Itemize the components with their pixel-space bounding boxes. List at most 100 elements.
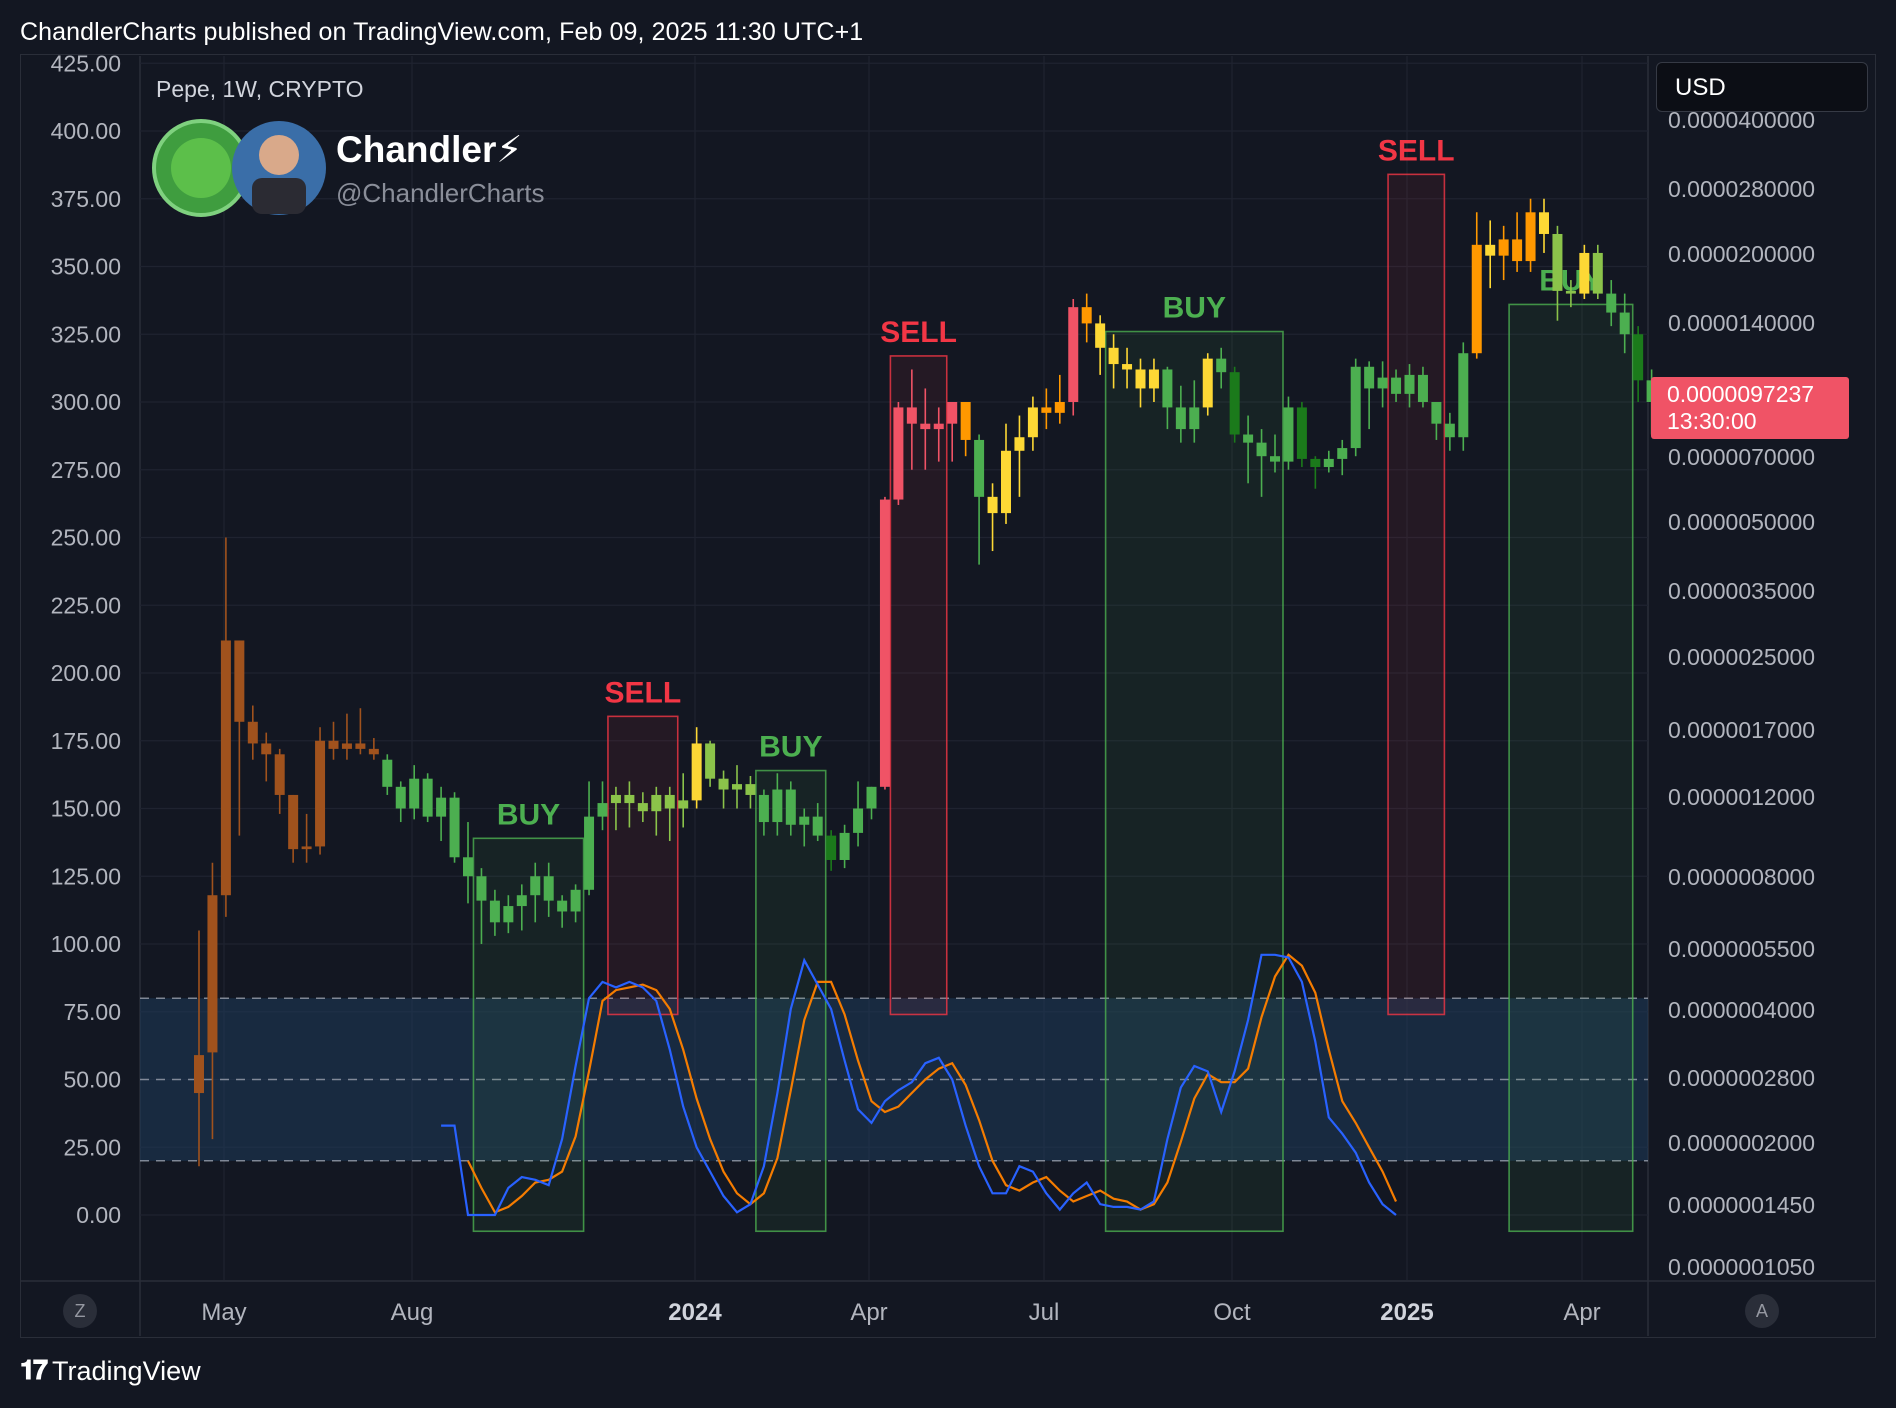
candle-body [1175, 407, 1186, 430]
candle-body [1579, 252, 1590, 294]
candle-body [651, 794, 662, 812]
candle-body [906, 407, 917, 424]
candle-body [1122, 364, 1133, 370]
candle-body [207, 895, 218, 1053]
time-axis-tick-label: Oct [1213, 1299, 1251, 1326]
right-axis-tick-label: 0.0000035000 [1668, 578, 1815, 604]
symbol-info: Pepe, 1W, CRYPTO [156, 76, 364, 102]
sell-signal-label: SELL [880, 316, 957, 349]
time-axis-tick-label: 2025 [1380, 1299, 1433, 1326]
author-handle: @ChandlerCharts [336, 178, 545, 208]
candle-body [288, 794, 299, 850]
buy-signal-box [1508, 303, 1634, 1233]
right-axis-tick-label: 0.0000008000 [1668, 864, 1815, 890]
right-axis-tick-label: 0.0000002000 [1668, 1130, 1815, 1156]
candle-body [1565, 290, 1576, 294]
candle-body [1619, 312, 1630, 335]
left-axis-tick-label: 300.00 [51, 389, 121, 415]
candle-body [543, 876, 554, 901]
right-axis-tick-label: 0.0000140000 [1668, 310, 1815, 336]
stoch-d-line [467, 953, 1398, 1214]
candle-body [261, 743, 272, 755]
candle-body [1001, 450, 1011, 514]
right-axis-tick-label: 0.0000070000 [1668, 444, 1815, 470]
footer-brand[interactable]: TradingView [52, 1355, 201, 1386]
candle-body [1364, 366, 1375, 389]
candle-body [637, 803, 648, 812]
candle-body [1444, 423, 1455, 438]
sell-signal-box [1387, 173, 1446, 1016]
candle-body [1377, 377, 1388, 389]
candle-body [516, 895, 527, 907]
profile-suit-icon [252, 178, 306, 214]
candle-body [247, 721, 258, 744]
candle-body [610, 794, 621, 804]
time-axis-tick-label: May [201, 1299, 246, 1326]
candle-body [893, 407, 904, 500]
tradingview-logo-icon[interactable]: 𝟏𝟕 [20, 1355, 48, 1385]
candle-body [274, 754, 285, 795]
candle-body [947, 402, 958, 424]
candle-body [853, 808, 864, 833]
candle-body [449, 797, 460, 858]
left-axis-tick-label: 275.00 [51, 457, 121, 483]
time-axis-tick-label: Aug [391, 1299, 434, 1326]
publish-header: ChandlerCharts published on TradingView.… [20, 18, 864, 46]
buy-signal-box [1104, 330, 1284, 1233]
candle-body [1552, 233, 1563, 291]
candle-body [422, 778, 433, 817]
left-axis-tick-label: 250.00 [51, 525, 121, 551]
currency-label: USD [1675, 74, 1726, 101]
candle-body [341, 743, 352, 749]
left-axis-tick-label: 350.00 [51, 254, 121, 280]
currency-button[interactable]: USD [1656, 62, 1868, 112]
candle-body [1283, 407, 1294, 462]
left-axis-tick-label: 25.00 [63, 1134, 121, 1160]
candle-body [624, 794, 635, 804]
left-axis-tick-label: 150.00 [51, 796, 121, 822]
candle-body [960, 402, 971, 440]
candle-body [489, 900, 500, 923]
candle-body [1512, 239, 1523, 262]
candle-body [597, 803, 608, 817]
candle-body [1417, 374, 1428, 402]
candle-body [1229, 372, 1240, 435]
candle-body [463, 857, 473, 877]
left-axis-tick-label: 100.00 [51, 931, 121, 957]
candle-body [705, 743, 716, 779]
candle-body [1162, 369, 1173, 408]
candle-body [974, 439, 985, 497]
left-axis-tick-label: 125.00 [51, 863, 121, 889]
pepe-face-icon [171, 138, 231, 198]
auto-scale-button[interactable]: A [1745, 1294, 1779, 1328]
candle-body [1041, 407, 1052, 413]
candle-body [1027, 407, 1038, 438]
footer: 𝟏𝟕 TradingView [20, 1355, 201, 1387]
right-axis-tick-label: 0.0000017000 [1668, 717, 1815, 743]
candle-body [1296, 407, 1307, 459]
candle-body [436, 797, 447, 817]
candle-body [1014, 437, 1025, 451]
buy-signal-label: BUY [497, 798, 560, 831]
candle-body [933, 423, 944, 430]
time-axis-tick-label: Apr [850, 1299, 887, 1326]
zoom-reset-button[interactable]: Z [63, 1294, 97, 1328]
sell-signal-label: SELL [1378, 134, 1455, 167]
left-axis-tick-label: 175.00 [51, 728, 121, 754]
candle-body [1081, 307, 1092, 324]
candle-body [1108, 347, 1119, 365]
candle-body [584, 816, 595, 890]
sell-signal-label: SELL [605, 676, 682, 709]
candle-body [772, 789, 783, 823]
right-axis-tick-label: 0.0000002800 [1668, 1065, 1815, 1091]
left-axis-tick-label: 50.00 [63, 1067, 121, 1093]
left-axis-tick-label: 425.00 [51, 50, 121, 76]
left-axis-tick-label: 375.00 [51, 186, 121, 212]
candle-body [1189, 407, 1200, 430]
candle-body [1350, 366, 1361, 449]
candle-body [234, 640, 245, 722]
candle-body [368, 748, 379, 755]
candle-body [758, 794, 769, 823]
candle-body [1498, 239, 1509, 256]
